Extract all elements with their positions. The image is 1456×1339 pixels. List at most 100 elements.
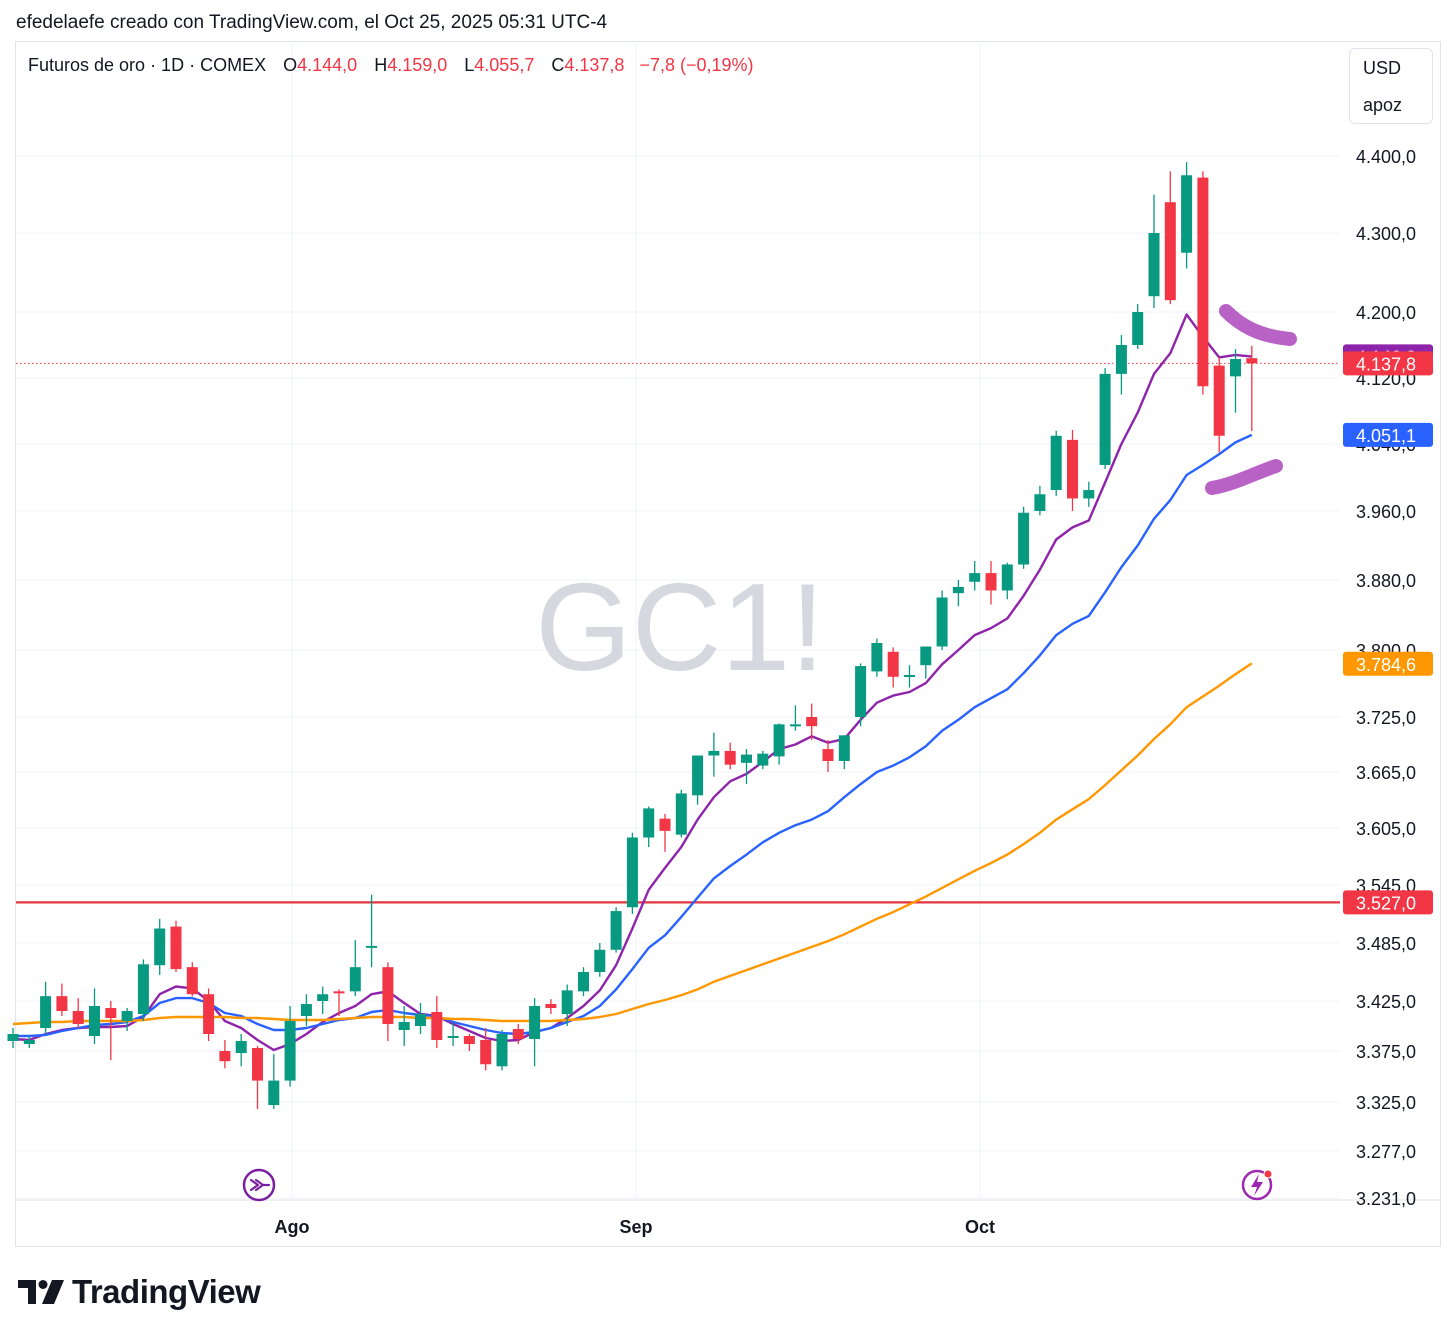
- low-value: 4.055,7: [474, 55, 535, 75]
- candle-body: [366, 945, 378, 948]
- symbol-watermark: GC1!: [535, 559, 824, 697]
- candle-body: [838, 735, 850, 761]
- symbol-legend[interactable]: Futuros de oro · 1D · COMEX O4.144,0 H4.…: [28, 55, 754, 76]
- candle-up: [920, 646, 932, 679]
- price-tick-label: 3.485,0: [1356, 934, 1416, 954]
- price-label: 3.784,6: [1343, 651, 1433, 676]
- candle-body: [578, 972, 589, 992]
- candle-up: [1181, 162, 1193, 269]
- candle-up: [300, 994, 312, 1026]
- candle-body: [952, 587, 964, 594]
- time-tick-label: Oct: [965, 1217, 995, 1237]
- candle-up: [235, 1034, 247, 1067]
- candle-down: [887, 647, 899, 688]
- candle-up: [23, 1036, 35, 1048]
- candle-body: [692, 755, 704, 796]
- candle-body: [757, 753, 769, 766]
- candle-body: [545, 1004, 557, 1008]
- candle-down: [463, 1034, 475, 1051]
- candle-up: [1099, 368, 1111, 470]
- candle-body: [594, 949, 606, 972]
- candle-down: [56, 983, 68, 1016]
- currency-label[interactable]: USD: [1363, 58, 1402, 78]
- tradingview-wordmark: TradingView: [72, 1273, 261, 1310]
- tradingview-logo-icon: [18, 1280, 64, 1304]
- unit-label[interactable]: apoz: [1363, 95, 1403, 115]
- ema-fast-line: [12, 313, 1252, 1052]
- price-label-text: 4.137,8: [1356, 354, 1416, 374]
- candle-down: [659, 814, 671, 852]
- candle-body: [643, 808, 655, 838]
- candle-up: [317, 986, 329, 1014]
- candle-up: [626, 832, 638, 914]
- candle-up: [692, 755, 704, 805]
- candle-body: [1246, 358, 1258, 364]
- alert-icon-bolt: [1251, 1174, 1263, 1196]
- high-key: H: [374, 55, 388, 75]
- candle-down: [1213, 357, 1225, 453]
- price-label: 4.051,1: [1343, 422, 1433, 447]
- candle-body: [561, 990, 573, 1014]
- candle-body: [382, 967, 394, 1024]
- candle-up: [284, 1006, 296, 1087]
- lightning-alert-icon[interactable]: [1241, 1169, 1273, 1201]
- candle-body: [40, 996, 52, 1028]
- candle-body: [398, 1022, 410, 1030]
- candle-down: [382, 962, 394, 1041]
- candle-body: [887, 651, 899, 677]
- candle-body: [529, 1006, 541, 1039]
- candle-up: [268, 1054, 280, 1110]
- time-axis[interactable]: Ago Sep Oct: [275, 1217, 996, 1237]
- candle-body: [1230, 359, 1241, 377]
- symbol-name[interactable]: Futuros de oro · 1D · COMEX: [28, 55, 267, 75]
- candle-up: [137, 959, 149, 1021]
- price-label: 3.527,0: [1343, 890, 1433, 915]
- candle-up: [1034, 485, 1046, 516]
- price-axis[interactable]: 4.400,04.300,04.200,04.120,04.040,03.960…: [1343, 147, 1433, 1209]
- candle-body: [1132, 312, 1144, 345]
- highlight-strokes: [1205, 304, 1297, 495]
- candle-up: [610, 907, 622, 953]
- candle-down: [333, 989, 345, 1016]
- chart-frame: [15, 41, 1441, 1247]
- candle-down: [1164, 171, 1176, 305]
- candle-body: [855, 666, 867, 717]
- open-key: O: [283, 55, 298, 75]
- candle-up: [447, 1023, 459, 1046]
- moving-average-lines: [12, 313, 1253, 1052]
- candle-body: [1148, 233, 1160, 297]
- candle-up: [1115, 335, 1127, 395]
- candle-body: [186, 967, 198, 995]
- candle-body: [773, 724, 785, 757]
- currency-unit-selector[interactable]: USD apoz: [1349, 48, 1433, 124]
- candle-down: [203, 988, 215, 1041]
- event-icon-glyph: [249, 1178, 271, 1192]
- candle-body: [626, 837, 638, 908]
- price-tick-label: 3.325,0: [1356, 1093, 1416, 1113]
- dividend-event-icon[interactable]: [242, 1168, 276, 1202]
- candle-body: [415, 1014, 426, 1026]
- price-label-box: [1343, 351, 1433, 376]
- candle-up: [1230, 349, 1241, 413]
- candle-body: [985, 573, 997, 591]
- candle-up: [936, 590, 948, 650]
- candle-up: [789, 705, 801, 731]
- candles: [7, 162, 1258, 1110]
- candle-body: [708, 750, 720, 756]
- candle-body: [1213, 365, 1225, 436]
- candle-body: [741, 754, 752, 763]
- candle-down: [806, 703, 818, 740]
- candle-up: [578, 967, 589, 997]
- candle-up: [708, 732, 720, 777]
- change-value: −7,8 (−0,19%): [639, 55, 754, 75]
- candle-up: [838, 735, 850, 770]
- price-label-box: [1343, 422, 1433, 447]
- candle-body: [72, 1011, 84, 1024]
- candle-body: [969, 573, 981, 582]
- candle-body: [7, 1034, 19, 1041]
- candle-body: [1181, 175, 1193, 253]
- candle-up: [1148, 194, 1160, 309]
- candle-body: [137, 964, 149, 1014]
- candle-body: [936, 597, 948, 647]
